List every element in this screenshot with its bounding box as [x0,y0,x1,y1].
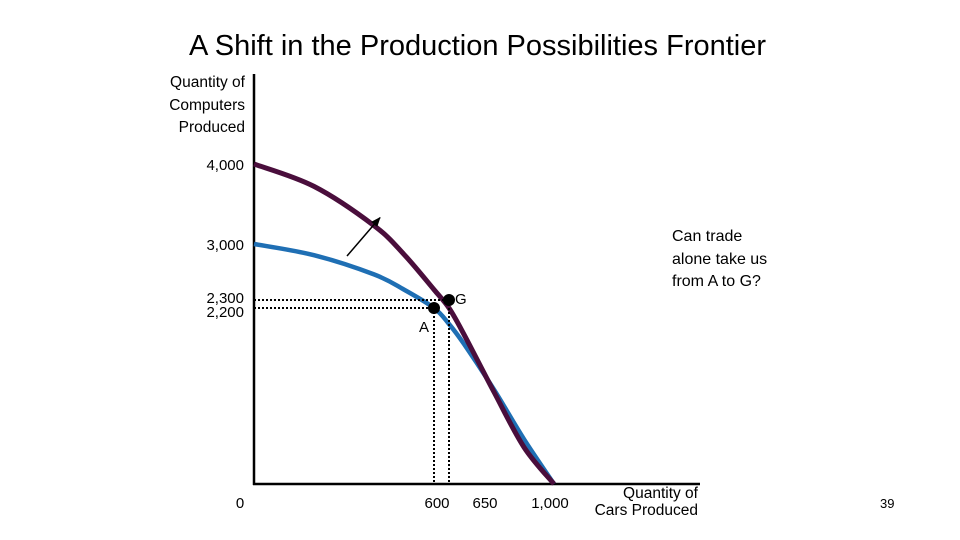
point-label-g: G [455,291,467,308]
y-tick-label: 4,000 [206,157,244,174]
point-label-a: A [419,319,429,336]
ppf-curve-new [253,161,556,486]
y-tick-label: 3,000 [206,237,244,254]
question-note-line: alone take us [672,250,768,268]
question-note-line: from A to G? [672,273,761,290]
x-tick-label: 1,000 [531,495,569,512]
x-axis-label-line: Cars Produced [595,502,698,519]
y-axis-label-line: Computers [169,96,245,114]
y-axis-label-line: Produced [178,119,245,136]
x-tick-label: 0 [236,495,244,512]
page-number: 39 [880,496,895,511]
chart-title: A Shift in the Production Possibilities … [188,30,767,62]
x-tick-label: 650 [472,495,497,512]
x-axis-label-line: Quantity of [623,485,699,502]
point-a [428,302,440,314]
shift-arrow [346,216,381,257]
y-axis-label-line: Quantity of [170,74,245,91]
question-note-line: Can trade [672,228,743,245]
point-g [443,294,455,306]
ppf-curve-original [253,241,556,486]
y-tick-label: 2,200 [206,304,244,321]
question-note: Can trade alone take us from A to G? [672,226,802,294]
y-axis-label: Quantity of Computers Produced [105,72,245,140]
x-tick-label: 600 [424,495,449,512]
y-tick-label: 2,300 [206,290,244,307]
